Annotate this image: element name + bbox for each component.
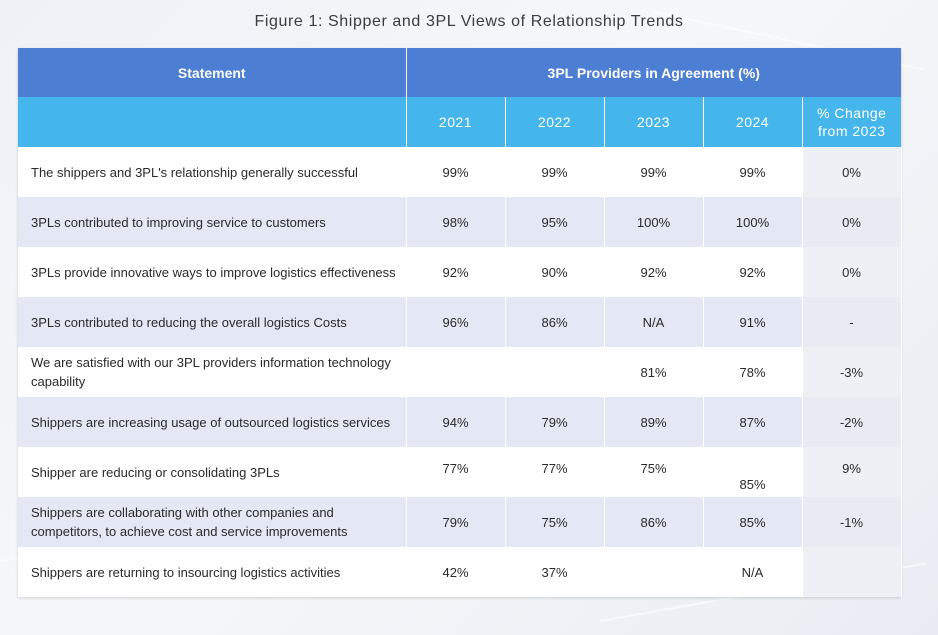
value-cell-2021: 99% bbox=[406, 147, 506, 197]
value-cell-2024: 85% bbox=[703, 447, 803, 497]
statement-cell: Shippers are returning to insourcing log… bbox=[18, 547, 407, 597]
value-cell-2022: 79% bbox=[505, 397, 605, 447]
year-header-2024: 2024 bbox=[703, 97, 803, 147]
table-row: Shippers are increasing usage of outsour… bbox=[18, 397, 902, 447]
value-cell-2024: N/A bbox=[703, 547, 803, 597]
year-header-2023: 2023 bbox=[604, 97, 704, 147]
value-cell-2022: 75% bbox=[505, 497, 605, 547]
change-cell: 0% bbox=[802, 147, 902, 197]
statement-cell: 3PLs contributed to reducing the overall… bbox=[18, 297, 407, 347]
value-cell-2022: 90% bbox=[505, 247, 605, 297]
value-cell-2023: 89% bbox=[604, 397, 704, 447]
change-cell: 0% bbox=[802, 247, 902, 297]
statement-cell: 3PLs contributed to improving service to… bbox=[18, 197, 407, 247]
value-cell-2024: 87% bbox=[703, 397, 803, 447]
value-cell-2023 bbox=[604, 547, 704, 597]
value-cell-2023: 99% bbox=[604, 147, 704, 197]
table-row: 3PLs provide innovative ways to improve … bbox=[18, 247, 902, 297]
value-cell-2021: 77% bbox=[406, 447, 506, 497]
value-cell-2023: 86% bbox=[604, 497, 704, 547]
value-cell-2023: 81% bbox=[604, 347, 704, 397]
table-row: 3PLs contributed to improving service to… bbox=[18, 197, 902, 247]
change-header-line2: from 2023 bbox=[817, 123, 886, 139]
value-cell-2022: 77% bbox=[505, 447, 605, 497]
change-header-line1: % Change bbox=[817, 105, 887, 121]
statement-cell: The shippers and 3PL's relationship gene… bbox=[18, 147, 407, 197]
statement-cell: Shippers are increasing usage of outsour… bbox=[18, 397, 407, 447]
change-cell: 9% bbox=[802, 447, 902, 497]
table-row: 3PLs contributed to reducing the overall… bbox=[18, 297, 902, 347]
value-cell-2022 bbox=[505, 347, 605, 397]
change-cell: - bbox=[802, 297, 902, 347]
value-cell-2024: 92% bbox=[703, 247, 803, 297]
agreement-group-header: 3PL Providers in Agreement (%) bbox=[406, 48, 902, 97]
value-cell-2022: 99% bbox=[505, 147, 605, 197]
change-cell bbox=[802, 547, 902, 597]
statement-subheader bbox=[18, 97, 407, 147]
value-cell-2024: 91% bbox=[703, 297, 803, 347]
value-cell-2024: 99% bbox=[703, 147, 803, 197]
value-cell-2021: 96% bbox=[406, 297, 506, 347]
figure-title: Figure 1: Shipper and 3PL Views of Relat… bbox=[254, 13, 684, 30]
change-header: % Change from 2023 bbox=[802, 97, 902, 147]
value-cell-2021: 98% bbox=[406, 197, 506, 247]
year-header-2021: 2021 bbox=[406, 97, 506, 147]
statement-cell: Shippers are collaborating with other co… bbox=[18, 497, 407, 547]
statement-cell: 3PLs provide innovative ways to improve … bbox=[18, 247, 407, 297]
table-row: We are satisfied with our 3PL providers … bbox=[18, 347, 902, 397]
value-cell-2023: 75% bbox=[604, 447, 704, 497]
value-cell-2024: 100% bbox=[703, 197, 803, 247]
value-cell-2022: 86% bbox=[505, 297, 605, 347]
table-row: The shippers and 3PL's relationship gene… bbox=[18, 147, 902, 197]
year-header-2022: 2022 bbox=[505, 97, 605, 147]
relationship-trends-table: Statement 3PL Providers in Agreement (%)… bbox=[18, 48, 902, 597]
value-cell-2024: 78% bbox=[703, 347, 803, 397]
statement-cell: We are satisfied with our 3PL providers … bbox=[18, 347, 407, 397]
value-cell-2021 bbox=[406, 347, 506, 397]
change-cell: -2% bbox=[802, 397, 902, 447]
change-cell: 0% bbox=[802, 197, 902, 247]
value-cell-2023: 100% bbox=[604, 197, 704, 247]
change-cell: -3% bbox=[802, 347, 902, 397]
value-cell-2021: 79% bbox=[406, 497, 506, 547]
table-row: Shippers are collaborating with other co… bbox=[18, 497, 902, 547]
statement-cell: Shipper are reducing or consolidating 3P… bbox=[18, 447, 407, 497]
value-cell-2021: 92% bbox=[406, 247, 506, 297]
value-cell-2022: 95% bbox=[505, 197, 605, 247]
table-row: Shippers are returning to insourcing log… bbox=[18, 547, 902, 597]
value-cell-2024: 85% bbox=[703, 497, 803, 547]
change-cell: -1% bbox=[802, 497, 902, 547]
value-cell-2023: 92% bbox=[604, 247, 704, 297]
statement-header: Statement bbox=[18, 48, 407, 97]
value-cell-2023: N/A bbox=[604, 297, 704, 347]
table-row: Shipper are reducing or consolidating 3P… bbox=[18, 447, 902, 497]
value-cell-2022: 37% bbox=[505, 547, 605, 597]
value-cell-2021: 42% bbox=[406, 547, 506, 597]
value-cell-2021: 94% bbox=[406, 397, 506, 447]
